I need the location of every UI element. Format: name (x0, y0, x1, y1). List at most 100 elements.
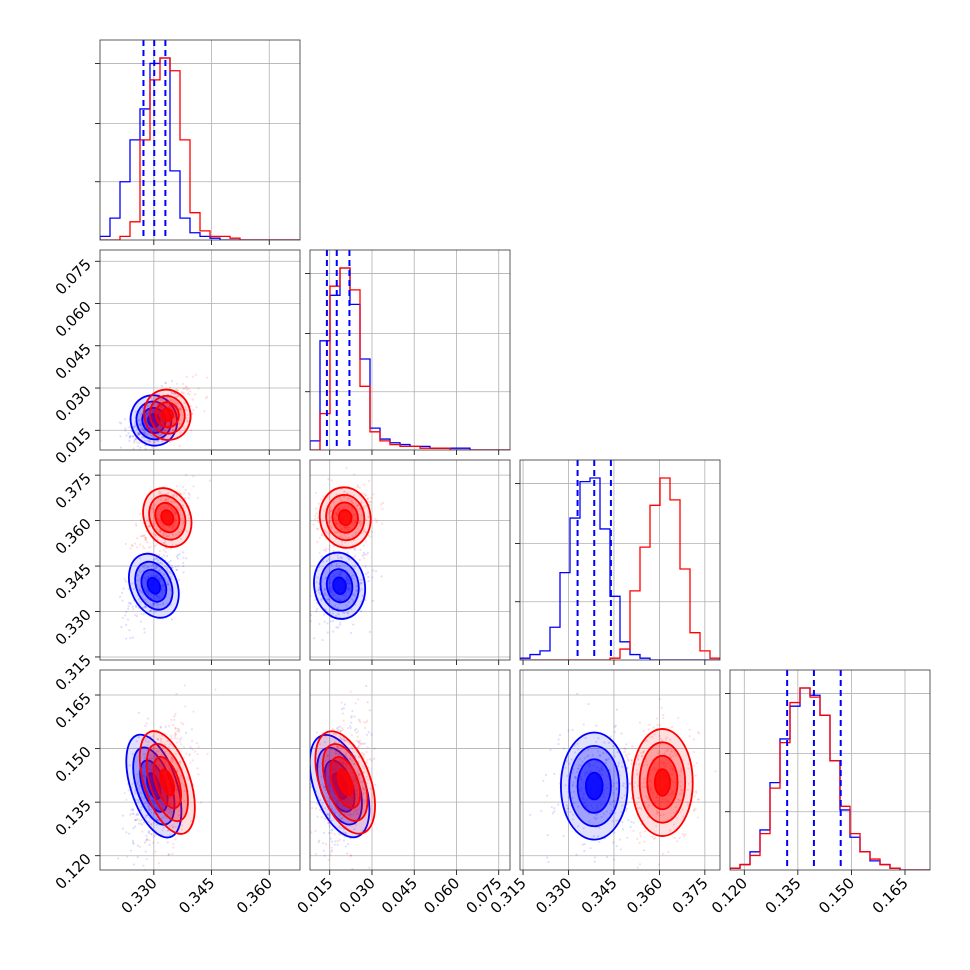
contour-line (146, 576, 161, 595)
scatter-point (346, 842, 350, 846)
scatter-point (656, 811, 659, 814)
panel-p2-p2 (515, 459, 721, 665)
scatter-point (167, 853, 170, 856)
y-tick-label: 0.150 (52, 743, 95, 786)
scatter-point (327, 478, 330, 481)
scatter-point (181, 824, 184, 827)
scatter-point (358, 486, 361, 489)
scatter-point (356, 484, 359, 487)
scatter-point (152, 735, 155, 738)
scatter-point (302, 838, 304, 840)
scatter-point (340, 556, 343, 560)
panel-p2-p1 (300, 459, 511, 665)
scatter-point (360, 581, 363, 584)
scatter-point (164, 539, 167, 542)
scatter-point (150, 833, 153, 836)
scatter-point (127, 607, 130, 611)
scatter-point (179, 408, 182, 411)
scatter-point (660, 706, 663, 709)
scatter-point (162, 531, 165, 535)
scatter-point (139, 620, 143, 623)
scatter-point (328, 598, 331, 601)
scatter-point (137, 432, 140, 435)
scatter-point (174, 543, 178, 546)
scatter-point (182, 723, 185, 726)
scatter-point (627, 759, 630, 762)
scatter-point (153, 835, 156, 838)
scatter-point (368, 630, 371, 634)
scatter-point (333, 732, 336, 735)
scatter-point (152, 409, 155, 413)
scatter-point (166, 569, 169, 573)
scatter-point (327, 818, 330, 822)
panel-p0-p0 (95, 39, 301, 245)
scatter-point (135, 818, 138, 821)
scatter-point (143, 802, 146, 805)
scatter-point (331, 828, 334, 831)
scatter-point (156, 749, 159, 752)
scatter-point (176, 401, 179, 404)
scatter-point (353, 810, 356, 813)
scatter-point (655, 809, 658, 812)
scatter-point (340, 817, 343, 821)
scatter-point (638, 863, 642, 866)
scatter-point (158, 490, 161, 493)
scatter-point (367, 778, 370, 781)
scatter-point (310, 785, 313, 788)
scatter-point (547, 860, 550, 864)
scatter-point (338, 497, 341, 500)
scatter-point (655, 824, 658, 828)
scatter-point (137, 787, 140, 790)
scatter-point (145, 834, 148, 837)
scatter-point (153, 441, 156, 444)
scatter-point (172, 494, 175, 497)
panel-frame (99, 459, 301, 661)
scatter-point (568, 762, 571, 765)
scatter-point (162, 826, 166, 829)
histogram-p2-series-1 (520, 477, 720, 660)
scatter-point (163, 429, 166, 432)
scatter-p0-p3-series-1 (123, 684, 217, 865)
scatter-point (172, 843, 175, 846)
scatter-point (143, 605, 146, 608)
scatter-point (149, 609, 152, 613)
scatter-point (181, 382, 184, 385)
scatter-point (658, 698, 661, 701)
scatter-point (611, 744, 615, 748)
scatter-point (583, 757, 586, 760)
scatter-p2-p3-series-0 (529, 692, 646, 864)
scatter-point (343, 703, 347, 706)
scatter-point (353, 565, 356, 568)
scatter-point (618, 838, 621, 841)
scatter-point (155, 750, 158, 754)
scatter-point (361, 751, 364, 755)
scatter-point (320, 555, 323, 558)
scatter-point (621, 821, 624, 824)
scatter-point (186, 413, 189, 417)
scatter-point (349, 757, 352, 760)
scatter-point (156, 738, 160, 741)
scatter-point (173, 501, 176, 504)
scatter-point (175, 741, 179, 744)
scatter-point (349, 854, 352, 858)
scatter-point (132, 441, 136, 444)
scatter-point (142, 534, 145, 537)
scatter-point (196, 767, 199, 770)
scatter-point (336, 804, 339, 807)
scatter-point (334, 752, 338, 755)
scatter-point (609, 812, 612, 815)
scatter-point (612, 785, 615, 788)
scatter-point (141, 545, 145, 548)
scatter-point (320, 815, 324, 819)
scatter-point (184, 705, 187, 708)
scatter-point (344, 831, 347, 835)
scatter-point (190, 820, 193, 823)
scatter-point (318, 551, 321, 555)
scatter-point (300, 531, 302, 533)
scatter-point (673, 752, 676, 755)
scatter-point (170, 756, 173, 759)
scatter-point (599, 754, 602, 757)
scatter-point (149, 402, 152, 405)
scatter-point (173, 737, 176, 740)
scatter-point (140, 612, 143, 616)
